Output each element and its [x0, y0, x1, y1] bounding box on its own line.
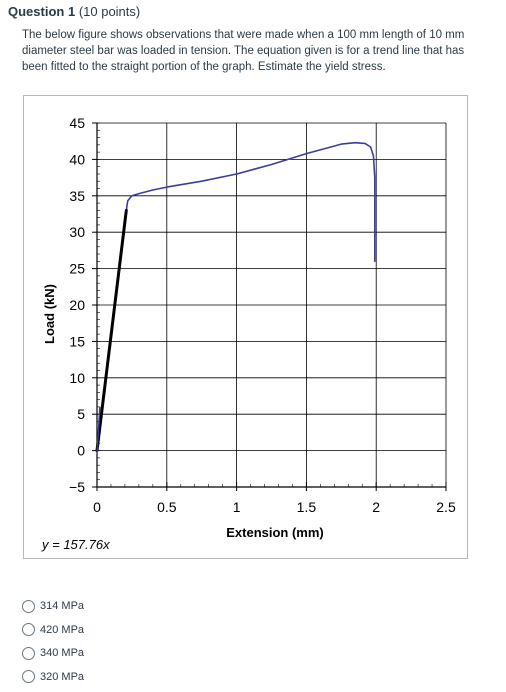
x-tick-label: 0.5	[157, 499, 177, 515]
answer-option-3[interactable]: 340 MPa	[22, 642, 84, 664]
x-tick-label: 1.5	[297, 499, 317, 515]
y-tick-label: 25	[69, 261, 85, 277]
radio-button[interactable]	[22, 599, 35, 613]
series	[95, 141, 376, 455]
answer-label: 340 MPa	[40, 647, 85, 659]
elastic-trend-line	[95, 208, 128, 453]
grid	[96, 122, 447, 488]
trendline-equation: y = 157.76x	[41, 537, 110, 552]
tick-labels: −5 0 5 10 15 20 25 30 35 40 45 0 0.5 1 1.5 2 2.5	[69, 115, 456, 515]
answer-label: 314 MPa	[40, 600, 85, 612]
y-axis-label: Load (kN)	[42, 284, 57, 344]
load-extension-chart: −5 0 5 10 15 20 25 30 35 40 45 0 0.5 1 1.5 2 2.5 Load (k…	[41, 115, 456, 552]
y-tick-label: 15	[69, 333, 85, 349]
load-extension-curve	[125, 141, 376, 263]
answer-options: 314 MPa 420 MPa 340 MPa 320 MPa	[22, 595, 84, 689]
question-points: (10 points)	[78, 4, 141, 19]
radio-button[interactable]	[22, 646, 35, 660]
y-tick-label: 10	[69, 370, 85, 386]
answer-label: 320 MPa	[40, 670, 85, 683]
y-tick-label: 45	[69, 115, 85, 131]
y-tick-label: −5	[69, 479, 85, 495]
x-tick-label: 2.5	[436, 499, 456, 515]
curve-origin-segment	[96, 406, 101, 455]
y-tick-label: 0	[77, 443, 85, 459]
radio-button[interactable]	[22, 670, 35, 683]
x-axis-label: Extension (mm)	[226, 525, 324, 540]
y-tick-label: 30	[69, 224, 85, 240]
radio-button[interactable]	[22, 623, 35, 636]
x-tick-label: 1	[233, 499, 241, 515]
question-text: The below figure shows observations that…	[22, 29, 465, 73]
figure-box: −5 0 5 10 15 20 25 30 35 40 45 0 0.5 1 1.5 2 2.5 Load (k…	[23, 95, 468, 559]
answer-option-1[interactable]: 314 MPa	[22, 595, 84, 617]
y-tick-label: 40	[69, 151, 85, 167]
y-tick-label: 35	[69, 188, 85, 204]
x-tick-label: 0	[93, 499, 101, 515]
answer-label: 420 MPa	[40, 623, 85, 636]
question-title: Question 1	[8, 4, 76, 19]
axes	[92, 122, 447, 491]
y-tick-label: 20	[69, 297, 85, 313]
x-tick-label: 2	[372, 499, 380, 515]
y-tick-label: 5	[77, 406, 85, 422]
answer-option-4[interactable]: 320 MPa	[22, 666, 84, 688]
answer-option-2[interactable]: 420 MPa	[22, 619, 84, 641]
question-header: Question 1 (10 points)	[8, 4, 140, 19]
